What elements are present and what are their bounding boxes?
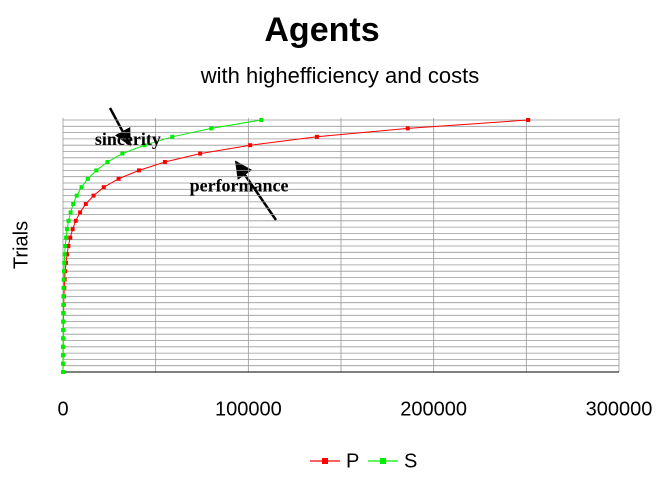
point: [94, 168, 99, 173]
point: [170, 134, 175, 139]
point: [78, 210, 83, 215]
point: [61, 277, 66, 282]
point: [68, 210, 73, 215]
point: [405, 126, 410, 131]
x-tick-label: 0: [57, 398, 68, 420]
legend-marker: [380, 458, 386, 464]
point: [64, 235, 69, 240]
point: [61, 344, 66, 349]
legend-label: P: [346, 450, 359, 472]
legend-marker: [322, 458, 328, 464]
point: [71, 202, 76, 206]
point: [61, 370, 66, 374]
point: [62, 252, 67, 257]
annotation: performance: [190, 175, 289, 195]
point: [70, 227, 75, 232]
point: [61, 311, 66, 316]
x-tick-label: 100000: [215, 398, 282, 420]
point: [61, 328, 66, 332]
point: [61, 361, 66, 366]
point: [91, 193, 96, 198]
y-axis-label: Trials: [10, 221, 32, 269]
point: [136, 168, 141, 173]
point: [61, 319, 66, 324]
point: [526, 118, 531, 122]
point: [85, 176, 90, 181]
point: [259, 118, 264, 122]
point: [248, 143, 253, 148]
x-tick-label: 300000: [586, 398, 653, 420]
point: [120, 151, 125, 156]
point: [73, 218, 78, 223]
point: [142, 143, 147, 148]
chart-subtitle: with highefficiency and costs: [200, 63, 479, 88]
point: [74, 193, 79, 198]
point: [65, 252, 70, 257]
point: [62, 260, 67, 265]
annotation-arrow: [234, 160, 278, 221]
point: [66, 218, 71, 223]
point: [314, 134, 319, 139]
chart-title: Agents: [264, 11, 379, 49]
point: [66, 244, 71, 248]
point: [105, 160, 110, 164]
point: [162, 160, 167, 164]
point: [61, 269, 66, 274]
point: [61, 294, 66, 299]
point: [65, 227, 70, 232]
point: [79, 185, 84, 190]
point: [61, 286, 66, 290]
legend-label: S: [404, 450, 417, 472]
point: [63, 244, 68, 248]
point: [209, 126, 214, 131]
point: [61, 336, 66, 341]
x-tick-label: 200000: [400, 398, 467, 420]
point: [61, 353, 66, 358]
point: [61, 302, 66, 307]
point: [198, 151, 203, 156]
annotation: sincerity: [95, 129, 161, 149]
point: [101, 185, 106, 190]
point: [83, 202, 88, 206]
point: [68, 235, 73, 240]
point: [116, 176, 121, 181]
